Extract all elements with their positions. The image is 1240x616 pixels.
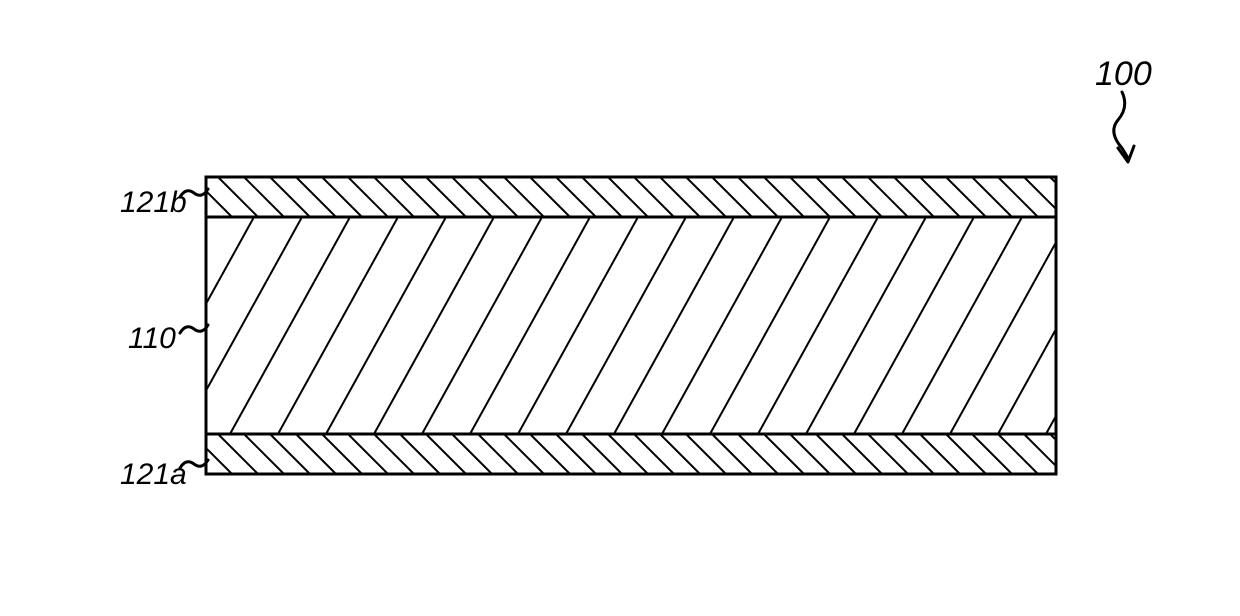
layered-cross-section (0, 0, 1240, 616)
reference-arrow-body (1114, 92, 1128, 158)
label-layer-bottom: 121a (120, 458, 187, 492)
layer-middle-hatch (38, 217, 1240, 434)
layer-top-hatch (140, 177, 1142, 217)
stack-outline (206, 177, 1056, 474)
figure-stage: 100 121b 110 121a (0, 0, 1240, 616)
reference-number: 100 (1095, 55, 1152, 94)
label-layer-top: 121b (120, 186, 187, 220)
leader-squiggle-middle (180, 325, 208, 333)
layer-bottom-hatch (140, 434, 1142, 474)
label-layer-middle: 110 (128, 322, 176, 356)
